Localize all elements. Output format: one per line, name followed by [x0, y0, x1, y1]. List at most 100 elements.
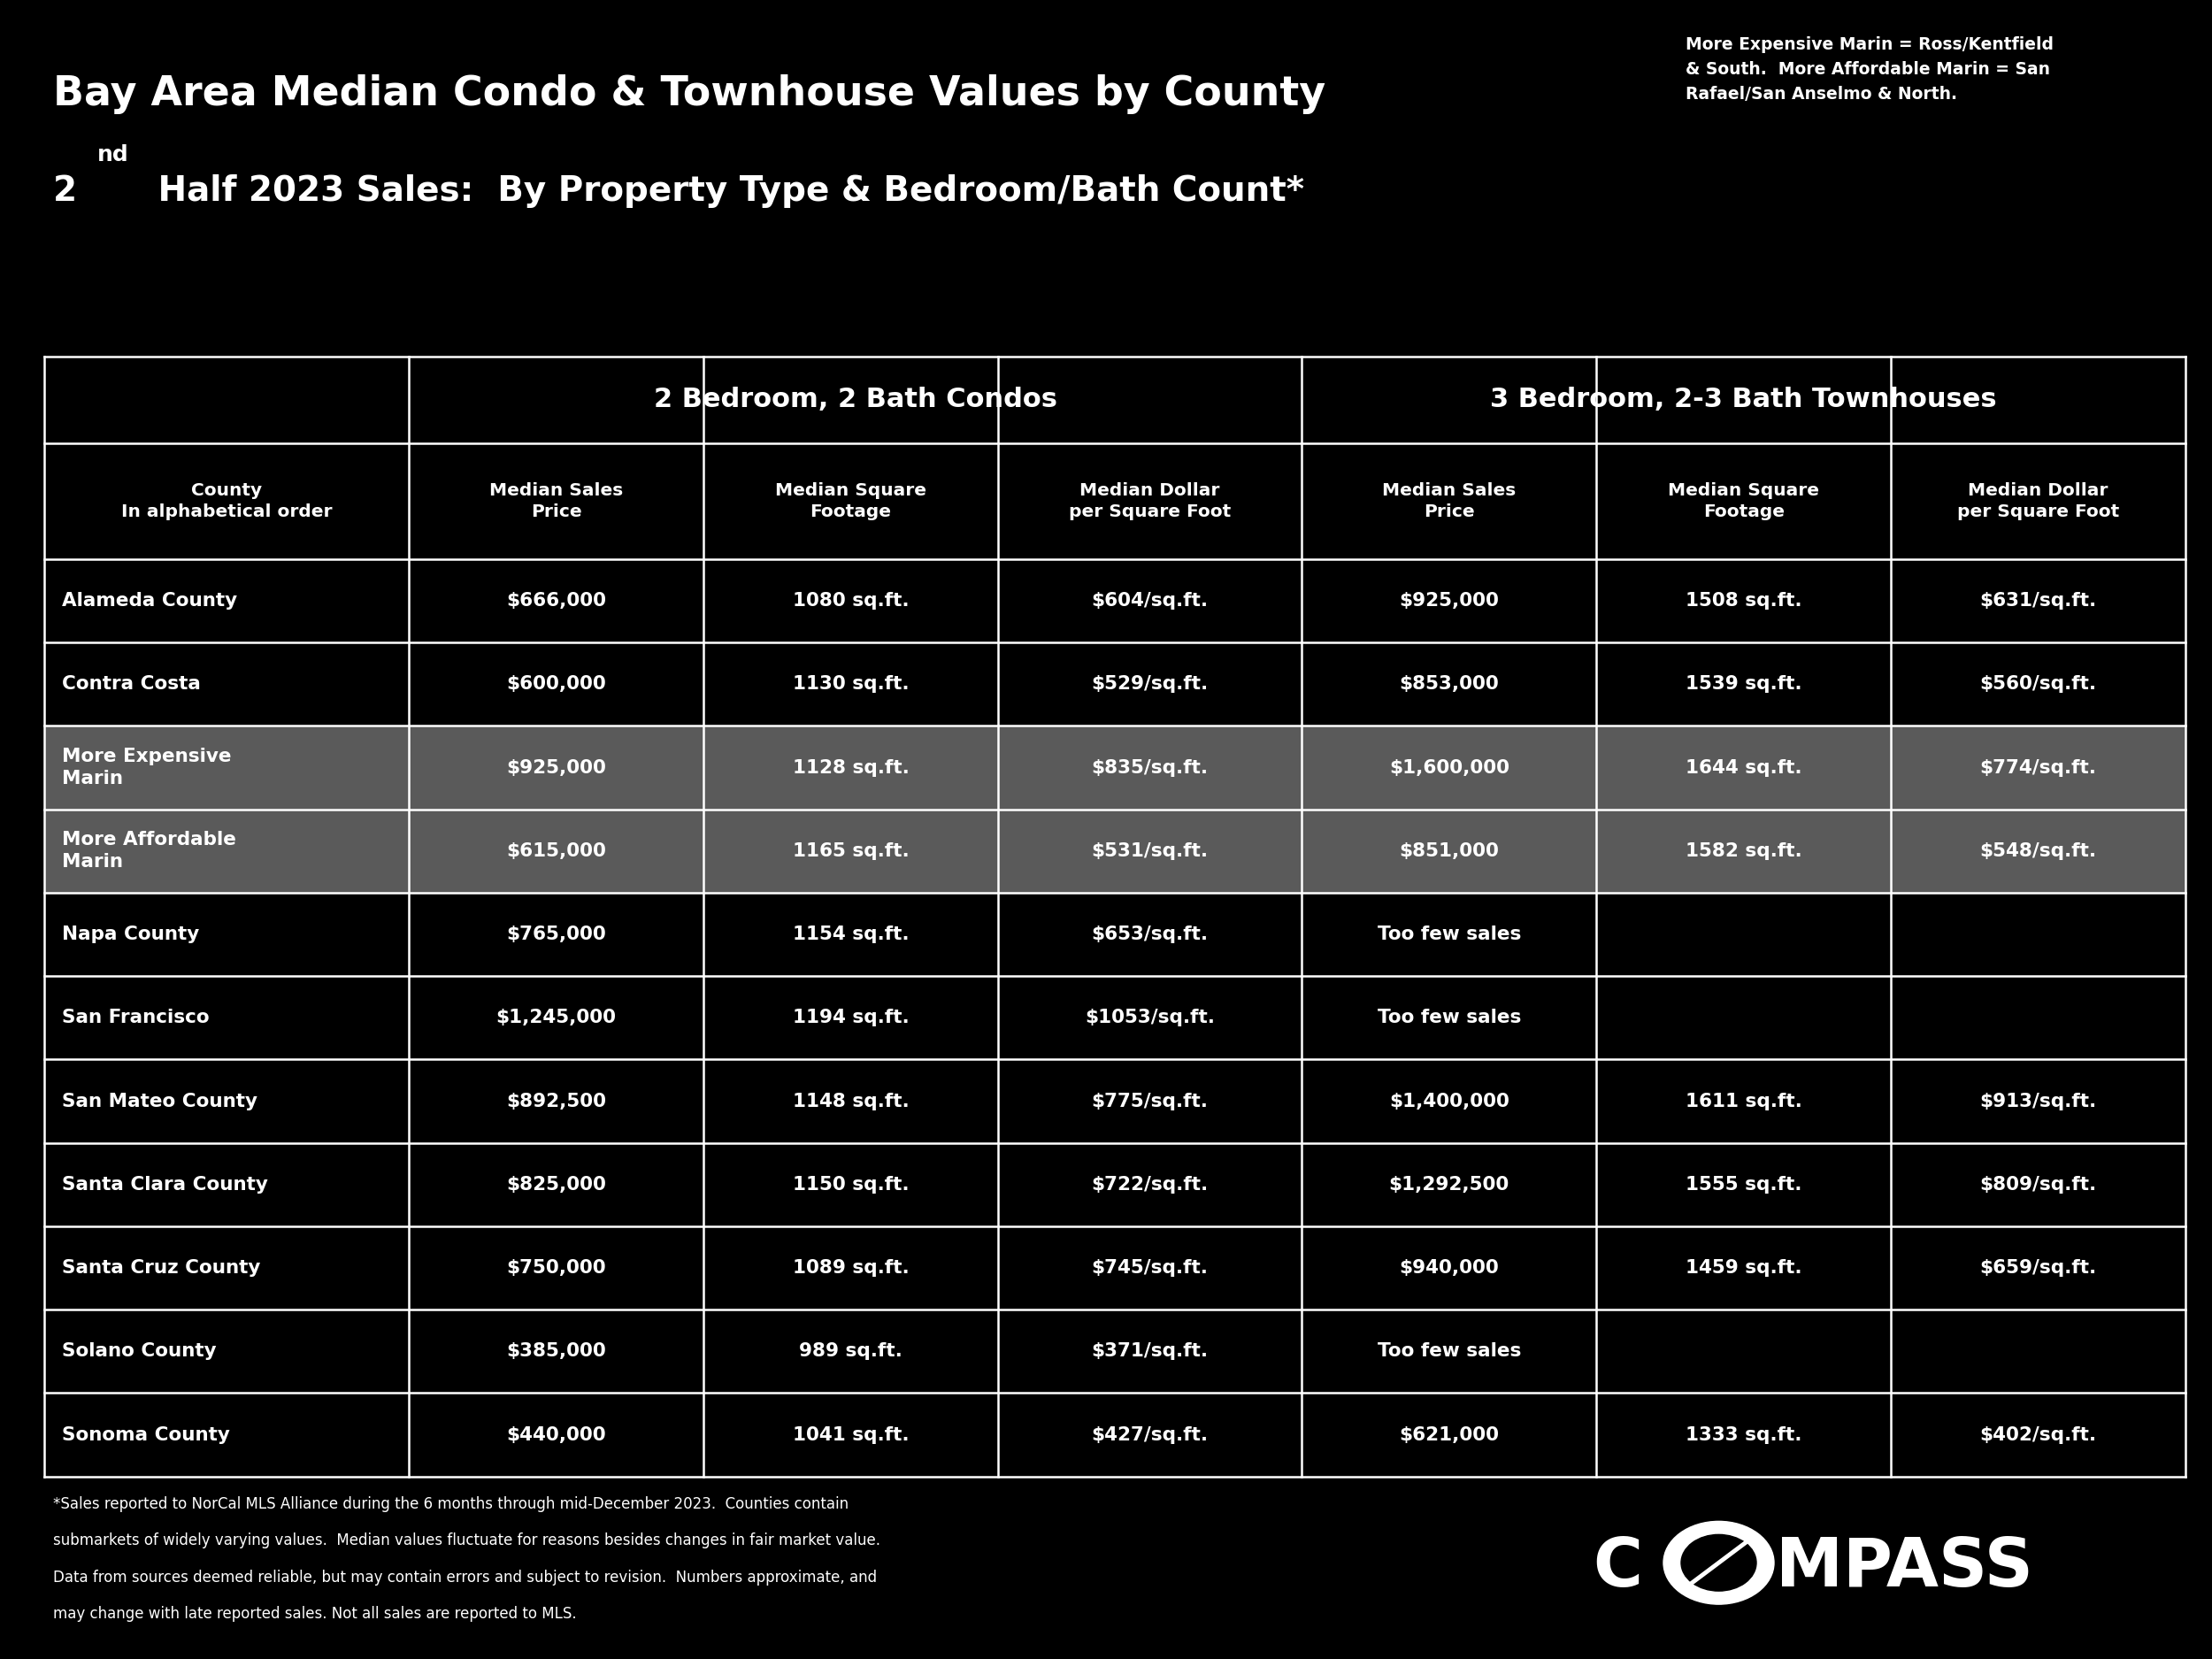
Text: $825,000: $825,000 [507, 1176, 606, 1193]
Bar [703, 1309, 998, 1394]
Text: $1,600,000: $1,600,000 [1389, 758, 1509, 776]
Bar [703, 1143, 998, 1226]
Text: Median Square
Footage: Median Square Footage [774, 483, 927, 519]
Text: $631/sq.ft.: $631/sq.ft. [1980, 592, 2097, 609]
Text: C: C [1593, 1535, 1641, 1601]
Bar [998, 727, 1303, 810]
Bar [1303, 1060, 1597, 1143]
Bar [1597, 443, 1891, 559]
Bar [1891, 443, 2185, 559]
Text: Santa Cruz County: Santa Cruz County [62, 1259, 261, 1277]
Text: 1150 sq.ft.: 1150 sq.ft. [792, 1176, 909, 1193]
Text: Median Dollar
per Square Foot: Median Dollar per Square Foot [1068, 483, 1232, 519]
Text: $529/sq.ft.: $529/sq.ft. [1091, 675, 1208, 693]
Text: $1,245,000: $1,245,000 [495, 1009, 617, 1027]
Text: Solano County: Solano County [62, 1342, 217, 1360]
Bar [1303, 1143, 1597, 1226]
Text: $745/sq.ft.: $745/sq.ft. [1091, 1259, 1208, 1277]
Text: Santa Clara County: Santa Clara County [62, 1176, 268, 1193]
Text: More Expensive Marin = Ross/Kentfield
& South.  More Affordable Marin = San
Rafa: More Expensive Marin = Ross/Kentfield & … [1686, 36, 2053, 103]
Text: Median Square
Footage: Median Square Footage [1668, 483, 1818, 519]
Text: $666,000: $666,000 [507, 592, 606, 609]
Text: 3 Bedroom, 2-3 Bath Townhouses: 3 Bedroom, 2-3 Bath Townhouses [1491, 387, 1997, 413]
Bar [44, 1226, 409, 1309]
Text: $427/sq.ft.: $427/sq.ft. [1091, 1427, 1208, 1443]
Text: Bay Area Median Condo & Townhouse Values by County: Bay Area Median Condo & Townhouse Values… [53, 75, 1325, 114]
Bar [1891, 975, 2185, 1060]
Text: 1080 sq.ft.: 1080 sq.ft. [792, 592, 909, 609]
Bar [1891, 1060, 2185, 1143]
Bar [1597, 1309, 1891, 1394]
Text: Alameda County: Alameda County [62, 592, 237, 609]
Text: 1582 sq.ft.: 1582 sq.ft. [1686, 843, 1803, 859]
Bar [1303, 727, 1597, 810]
Bar [44, 1309, 409, 1394]
Text: $604/sq.ft.: $604/sq.ft. [1091, 592, 1208, 609]
Text: 1148 sq.ft.: 1148 sq.ft. [792, 1092, 909, 1110]
Text: $560/sq.ft.: $560/sq.ft. [1980, 675, 2097, 693]
Bar [703, 443, 998, 559]
Bar [44, 1143, 409, 1226]
Bar [409, 1394, 703, 1477]
Bar [703, 642, 998, 727]
Bar [998, 1060, 1303, 1143]
Text: $750,000: $750,000 [507, 1259, 606, 1277]
Text: $835/sq.ft.: $835/sq.ft. [1091, 758, 1208, 776]
Bar [998, 1143, 1303, 1226]
Text: San Mateo County: San Mateo County [62, 1092, 257, 1110]
Text: $615,000: $615,000 [507, 843, 606, 859]
Bar [1891, 1394, 2185, 1477]
Text: 1555 sq.ft.: 1555 sq.ft. [1686, 1176, 1803, 1193]
Bar [1303, 443, 1597, 559]
Circle shape [1663, 1521, 1774, 1604]
Bar [703, 810, 998, 893]
Text: $774/sq.ft.: $774/sq.ft. [1980, 758, 2097, 776]
Text: 1089 sq.ft.: 1089 sq.ft. [792, 1259, 909, 1277]
Text: More Affordable
Marin: More Affordable Marin [62, 831, 237, 871]
Text: 1459 sq.ft.: 1459 sq.ft. [1686, 1259, 1803, 1277]
Bar [1891, 559, 2185, 642]
Bar [409, 975, 703, 1060]
Text: $722/sq.ft.: $722/sq.ft. [1091, 1176, 1208, 1193]
Text: 1508 sq.ft.: 1508 sq.ft. [1686, 592, 1803, 609]
Bar [1597, 559, 1891, 642]
Text: 1165 sq.ft.: 1165 sq.ft. [792, 843, 909, 859]
Text: $892,500: $892,500 [507, 1092, 606, 1110]
Text: $653/sq.ft.: $653/sq.ft. [1091, 926, 1208, 944]
Text: $621,000: $621,000 [1400, 1427, 1500, 1443]
Text: 989 sq.ft.: 989 sq.ft. [799, 1342, 902, 1360]
Text: submarkets of widely varying values.  Median values fluctuate for reasons beside: submarkets of widely varying values. Med… [53, 1533, 880, 1550]
Bar [998, 1394, 1303, 1477]
Bar [998, 893, 1303, 975]
Text: Median Dollar
per Square Foot: Median Dollar per Square Foot [1958, 483, 2119, 519]
Bar [703, 1394, 998, 1477]
Bar [1597, 1394, 1891, 1477]
Bar [1303, 1226, 1597, 1309]
Text: $775/sq.ft.: $775/sq.ft. [1091, 1092, 1208, 1110]
Bar [703, 975, 998, 1060]
Text: Sonoma County: Sonoma County [62, 1427, 230, 1443]
Bar [703, 1226, 998, 1309]
Bar [1597, 1143, 1891, 1226]
Bar [409, 357, 1303, 443]
Bar [44, 642, 409, 727]
Bar [998, 1226, 1303, 1309]
Bar [1891, 1309, 2185, 1394]
Circle shape [1681, 1535, 1756, 1591]
Bar [409, 810, 703, 893]
Text: $1,400,000: $1,400,000 [1389, 1092, 1509, 1110]
Text: 1539 sq.ft.: 1539 sq.ft. [1686, 675, 1803, 693]
Text: $851,000: $851,000 [1400, 843, 1500, 859]
Text: Contra Costa: Contra Costa [62, 675, 201, 693]
Text: $1,292,500: $1,292,500 [1389, 1176, 1509, 1193]
Text: More Expensive
Marin: More Expensive Marin [62, 748, 232, 788]
Text: Median Sales
Price: Median Sales Price [1382, 483, 1515, 519]
Text: Data from sources deemed reliable, but may contain errors and subject to revisio: Data from sources deemed reliable, but m… [53, 1569, 876, 1586]
Bar [998, 443, 1303, 559]
Text: $440,000: $440,000 [507, 1427, 606, 1443]
Bar [998, 642, 1303, 727]
Bar [1891, 810, 2185, 893]
Text: may change with late reported sales. Not all sales are reported to MLS.: may change with late reported sales. Not… [53, 1606, 577, 1623]
Text: 1644 sq.ft.: 1644 sq.ft. [1686, 758, 1803, 776]
Bar [1303, 559, 1597, 642]
